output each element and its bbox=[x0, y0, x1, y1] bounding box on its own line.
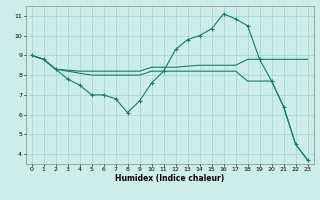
X-axis label: Humidex (Indice chaleur): Humidex (Indice chaleur) bbox=[115, 174, 224, 183]
